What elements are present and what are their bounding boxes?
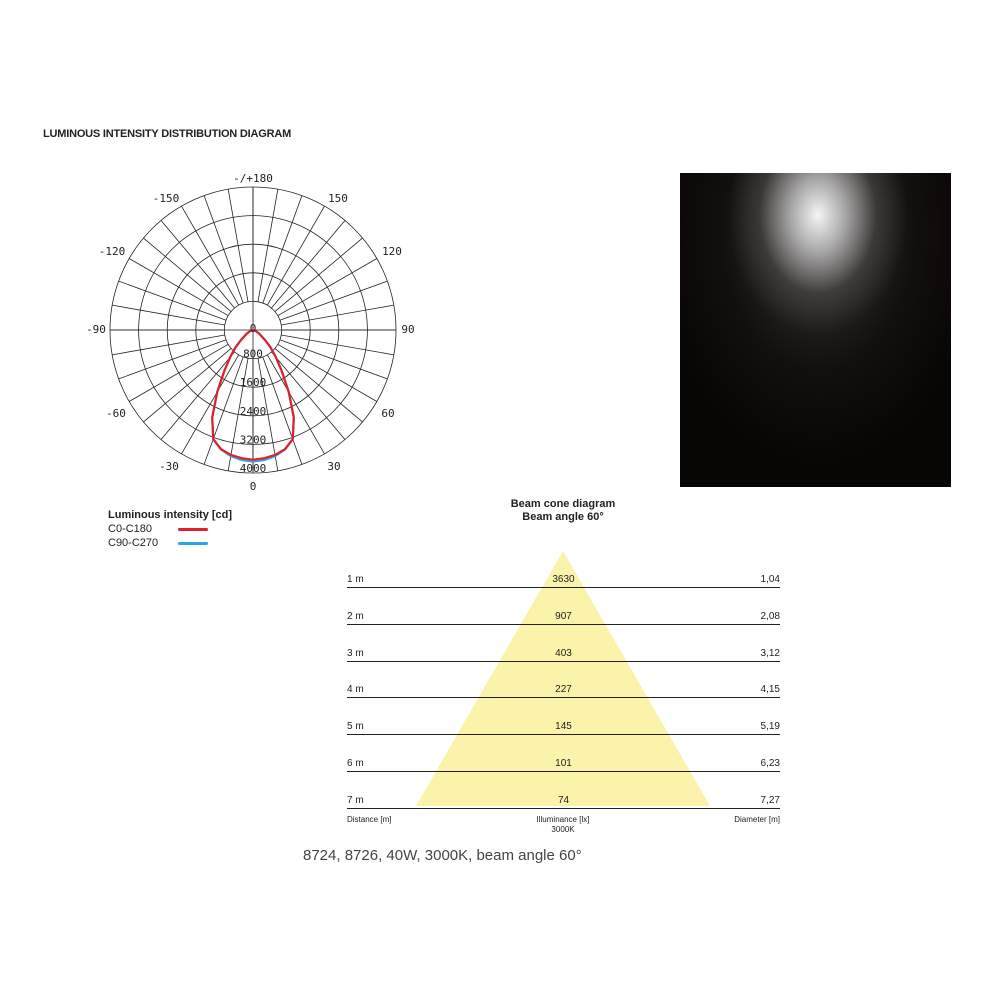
radial-label: 800 [243,348,263,361]
angle-label: -120 [99,245,126,258]
angle-label: 90 [401,323,414,336]
ring [195,272,311,388]
angle-label: 60 [381,407,394,420]
polar-chart: -/+180 -150 150 -120 120 -90 90 -60 60 -… [86,172,415,493]
cone-triangle [416,551,710,806]
row-illuminance: 145 [555,721,572,733]
row-diameter: 5,19 [760,721,780,733]
footer-illuminance-label: Illuminance [lx] [536,815,590,824]
footer-distance: Distance [m] [347,815,392,824]
footer-diameter: Diameter [m] [734,815,780,824]
row-illuminance: 3630 [552,574,575,585]
cone-row: 3 m 403 3,12 [347,647,780,662]
light-spot-photo [680,173,951,487]
caption: 8724, 8726, 40W, 3000K, beam angle 60° [303,847,582,864]
row-distance: 3 m [347,647,364,659]
cone-title: Beam cone diagram Beam angle 60° [463,498,663,524]
radial-label: 1600 [240,376,267,389]
footer-cct: 3000K [551,825,575,834]
row-diameter: 7,27 [760,794,780,806]
legend-item-c90: C90-C270 [108,536,232,550]
row-distance: 6 m [347,758,364,769]
angle-label: 30 [327,460,340,473]
row-distance: 1 m [347,574,364,585]
row-diameter: 2,08 [760,610,780,622]
ring [138,215,368,445]
angle-label: -60 [106,407,126,420]
angle-label: -150 [153,192,180,205]
angle-label: 150 [328,192,348,205]
angle-label: 120 [382,245,402,258]
radial-label: 4000 [240,462,267,475]
row-illuminance: 227 [555,684,572,696]
legend-swatch [178,527,208,531]
row-distance: 5 m [347,721,364,733]
ring [166,243,340,417]
legend-title: Luminous intensity [cd] [108,509,233,521]
row-illuminance: 907 [555,610,572,622]
row-illuminance: 74 [557,794,570,806]
row-diameter: 6,23 [760,758,780,769]
cone-row: 6 m 101 6,23 [347,757,780,772]
row-diameter: 3,12 [760,647,780,659]
cone-row: 2 m 907 2,08 [347,610,780,625]
cone-title-text: Beam cone diagram [510,498,616,510]
cone-row: 1 m 3630 1,04 [347,573,780,588]
radial-label: 0 [250,322,257,335]
cone-row: 7 m 74 7,27 [347,794,780,809]
radial-label: 3200 [240,433,267,446]
cone-beam-angle: Beam angle 60° [522,511,604,523]
legend-label: C0-C180 [108,523,153,535]
legend: Luminous intensity [cd] C0-C180 C90-C270 [108,508,232,550]
cone-row: 4 m 227 4,15 [347,683,780,699]
row-illuminance: 101 [555,758,572,769]
cone-row: 5 m 145 5,19 [347,720,780,736]
row-distance: 4 m [347,684,364,696]
legend-item-c0: C0-C180 [108,522,232,536]
row-diameter: 4,15 [760,684,780,696]
radial-label: 2400 [240,405,267,418]
footer-illuminance: Illuminance [lx] 3000K [463,815,663,835]
angle-labels: -/+180 -150 150 -120 120 -90 90 -60 60 -… [86,172,415,493]
row-illuminance: 403 [555,647,572,659]
angle-label: -90 [86,323,106,336]
legend-label: C90-C270 [108,537,159,549]
diagram-title: LUMINOUS INTENSITY DISTRIBUTION DIAGRAM [43,128,292,140]
angle-label: -30 [159,460,179,473]
row-distance: 7 m [347,794,364,806]
curve-C0-C180 [211,328,295,461]
row-distance: 2 m [347,610,364,622]
ring [109,186,397,474]
polar-curves [211,328,295,463]
legend-swatch [178,541,208,545]
angle-label: -/+180 [233,172,273,185]
row-diameter: 1,04 [760,574,780,585]
angle-label: 0 [250,480,257,493]
radial-labels: 0 800 1600 2400 3200 4000 [240,322,267,475]
